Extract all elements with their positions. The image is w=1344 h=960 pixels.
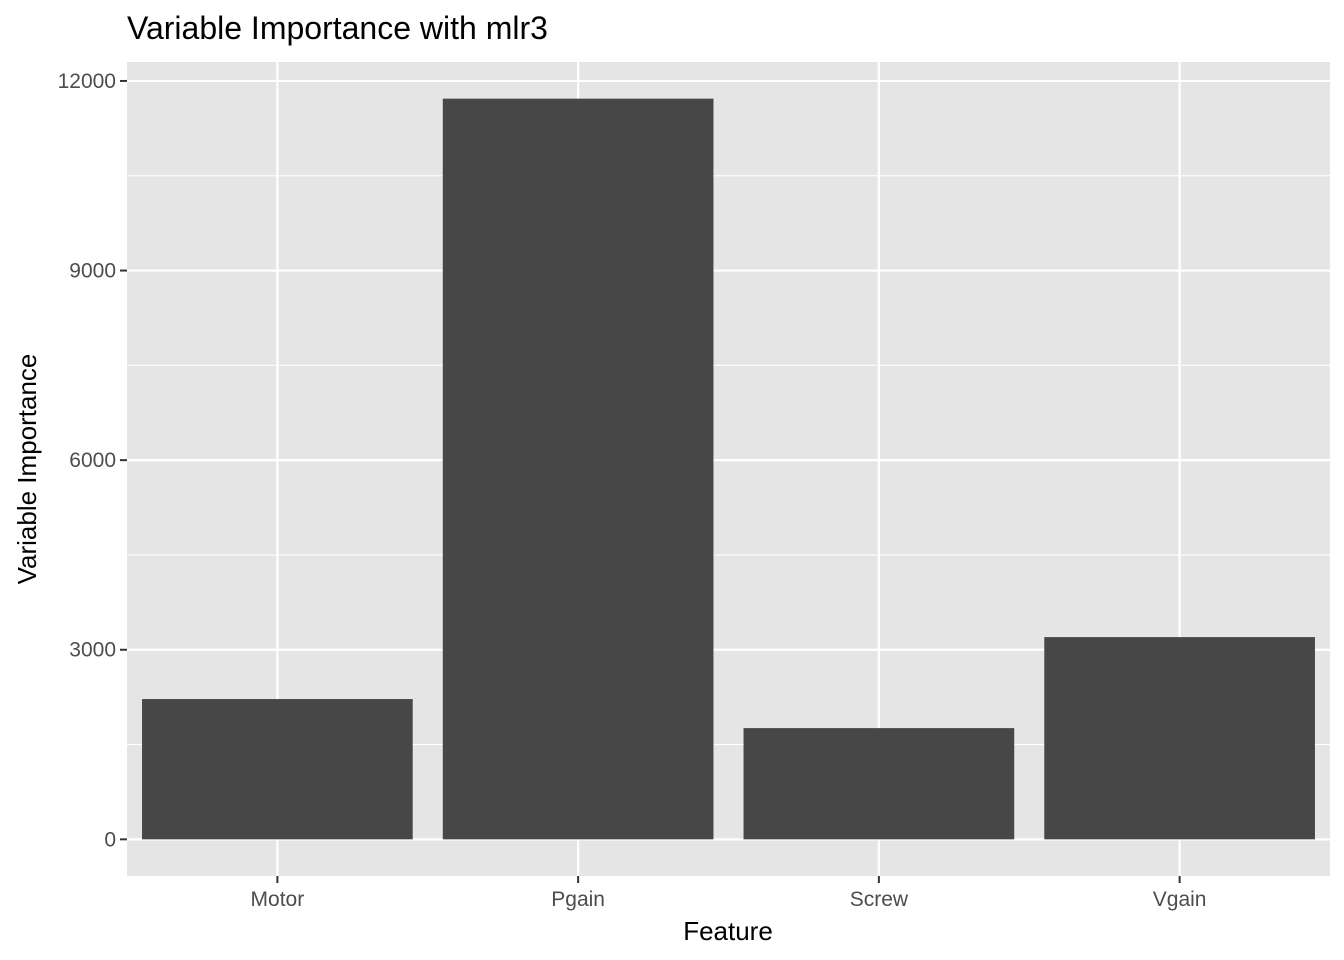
x-tick-label: Screw xyxy=(850,888,909,911)
y-axis-ticks: 0 3000 6000 9000 12000 xyxy=(58,70,127,851)
y-axis-title: Variable Importance xyxy=(12,354,42,585)
bars xyxy=(142,98,1315,840)
y-tick-label: 6000 xyxy=(69,449,116,472)
bar-motor xyxy=(142,699,413,840)
y-tick-label: 0 xyxy=(104,828,116,851)
bar-pgain xyxy=(442,98,714,840)
chart-title: Variable Importance with mlr3 xyxy=(127,10,548,46)
bar-screw xyxy=(743,728,1015,840)
x-tick-label: Vgain xyxy=(1153,888,1207,911)
x-tick-label: Motor xyxy=(251,888,305,911)
bar-vgain xyxy=(1044,637,1315,840)
x-tick-label: Pgain xyxy=(551,888,605,911)
x-axis-title: Feature xyxy=(683,916,773,946)
y-tick-label: 12000 xyxy=(58,70,116,93)
y-tick-label: 3000 xyxy=(69,639,116,662)
y-tick-label: 9000 xyxy=(69,260,116,283)
x-axis-ticks: Motor Pgain Screw Vgain xyxy=(251,876,1207,911)
